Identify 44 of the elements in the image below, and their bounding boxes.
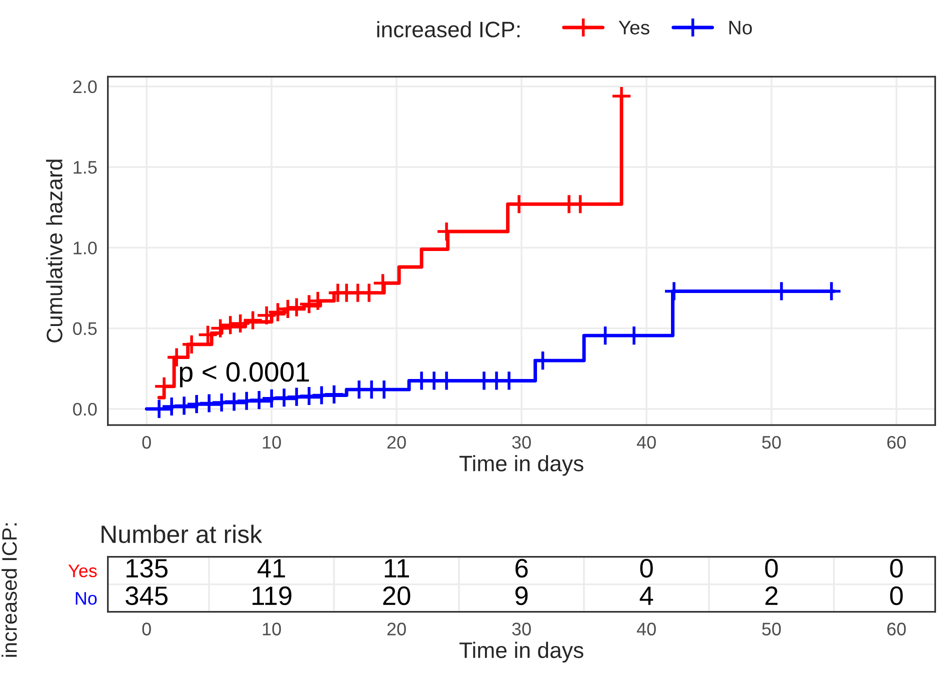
data-label: 9 bbox=[515, 586, 528, 606]
data-label: 20 bbox=[383, 586, 410, 606]
data-label: 2 bbox=[765, 586, 778, 605]
x-axis-title: Time in days bbox=[459, 642, 584, 663]
y-tick-label: 0.0 bbox=[73, 402, 97, 416]
y-axis-title: increased ICP: bbox=[2, 523, 17, 657]
x-tick-label: 50 bbox=[762, 622, 781, 636]
x-tick-label: 40 bbox=[636, 622, 656, 636]
chart-title: Number at risk bbox=[102, 524, 262, 544]
data-label: 41 bbox=[258, 559, 285, 578]
x-axis-title: Time in days bbox=[459, 455, 584, 476]
y-axis-title: Cumulative hazard bbox=[46, 160, 62, 342]
data-label: 11 bbox=[384, 559, 409, 578]
y-tick-label: No bbox=[76, 592, 97, 605]
x-tick-label: 20 bbox=[387, 436, 406, 449]
data-label: 4 bbox=[640, 586, 654, 605]
x-tick-label: 50 bbox=[762, 436, 781, 449]
x-tick-label: 60 bbox=[887, 436, 906, 449]
y-tick-label: Yes bbox=[68, 564, 97, 578]
legend-label: Yes bbox=[618, 20, 650, 34]
x-tick-label: 30 bbox=[512, 622, 531, 636]
x-tick-label: 0 bbox=[142, 436, 151, 449]
annotation: p < 0.0001 bbox=[180, 362, 309, 388]
x-tick-label: 10 bbox=[262, 622, 281, 636]
data-label: 6 bbox=[516, 558, 528, 578]
x-tick-label: 10 bbox=[262, 436, 281, 449]
y-tick-label: 1.0 bbox=[74, 242, 97, 254]
y-tick-label: 2.0 bbox=[73, 80, 97, 94]
data-label: 0 bbox=[890, 586, 903, 606]
x-tick-label: 60 bbox=[887, 622, 906, 636]
y-tick-label: 0.5 bbox=[73, 322, 97, 336]
data-label: 0 bbox=[890, 558, 903, 578]
data-label: 119 bbox=[252, 586, 292, 606]
legend-title: increased ICP: bbox=[377, 21, 520, 38]
data-label: 135 bbox=[126, 558, 168, 578]
x-tick-label: 20 bbox=[387, 622, 406, 636]
x-tick-label: 40 bbox=[636, 436, 656, 449]
x-tick-label: 0 bbox=[142, 622, 151, 636]
x-tick-label: 30 bbox=[512, 436, 531, 449]
data-label: 0 bbox=[765, 558, 778, 578]
data-label: 0 bbox=[640, 558, 653, 578]
y-tick-label: 1.5 bbox=[74, 161, 97, 174]
legend-label: No bbox=[729, 20, 752, 34]
data-label: 345 bbox=[126, 586, 168, 606]
